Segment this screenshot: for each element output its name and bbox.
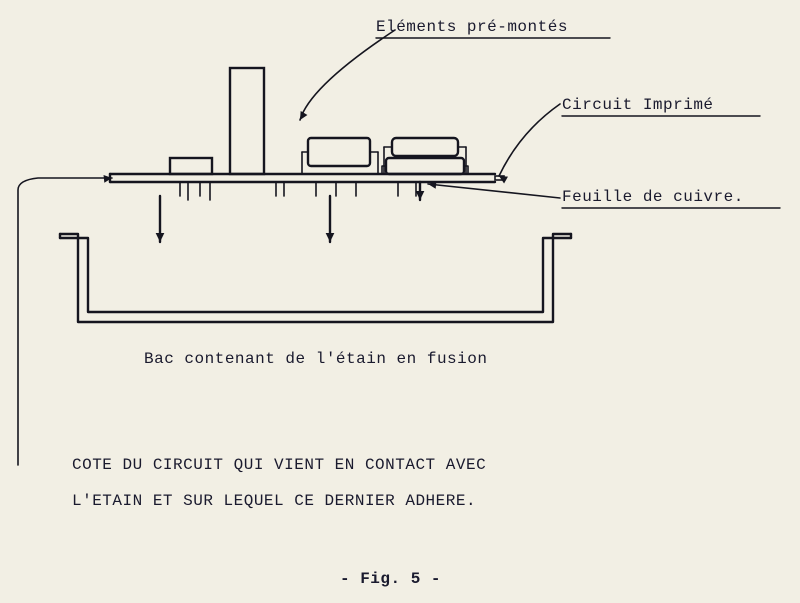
label-circuit: Circuit Imprimé: [562, 96, 714, 114]
label-bath: Bac contenant de l'étain en fusion: [144, 350, 487, 368]
label-elements: Eléments pré-montés: [376, 18, 568, 36]
figure-caption: - Fig. 5 -: [340, 570, 441, 588]
note-line1: COTE DU CIRCUIT QUI VIENT EN CONTACT AVE…: [72, 456, 486, 474]
label-copper: Feuille de cuivre.: [562, 188, 744, 206]
note-line2: L'ETAIN ET SUR LEQUEL CE DERNIER ADHERE.: [72, 492, 476, 510]
